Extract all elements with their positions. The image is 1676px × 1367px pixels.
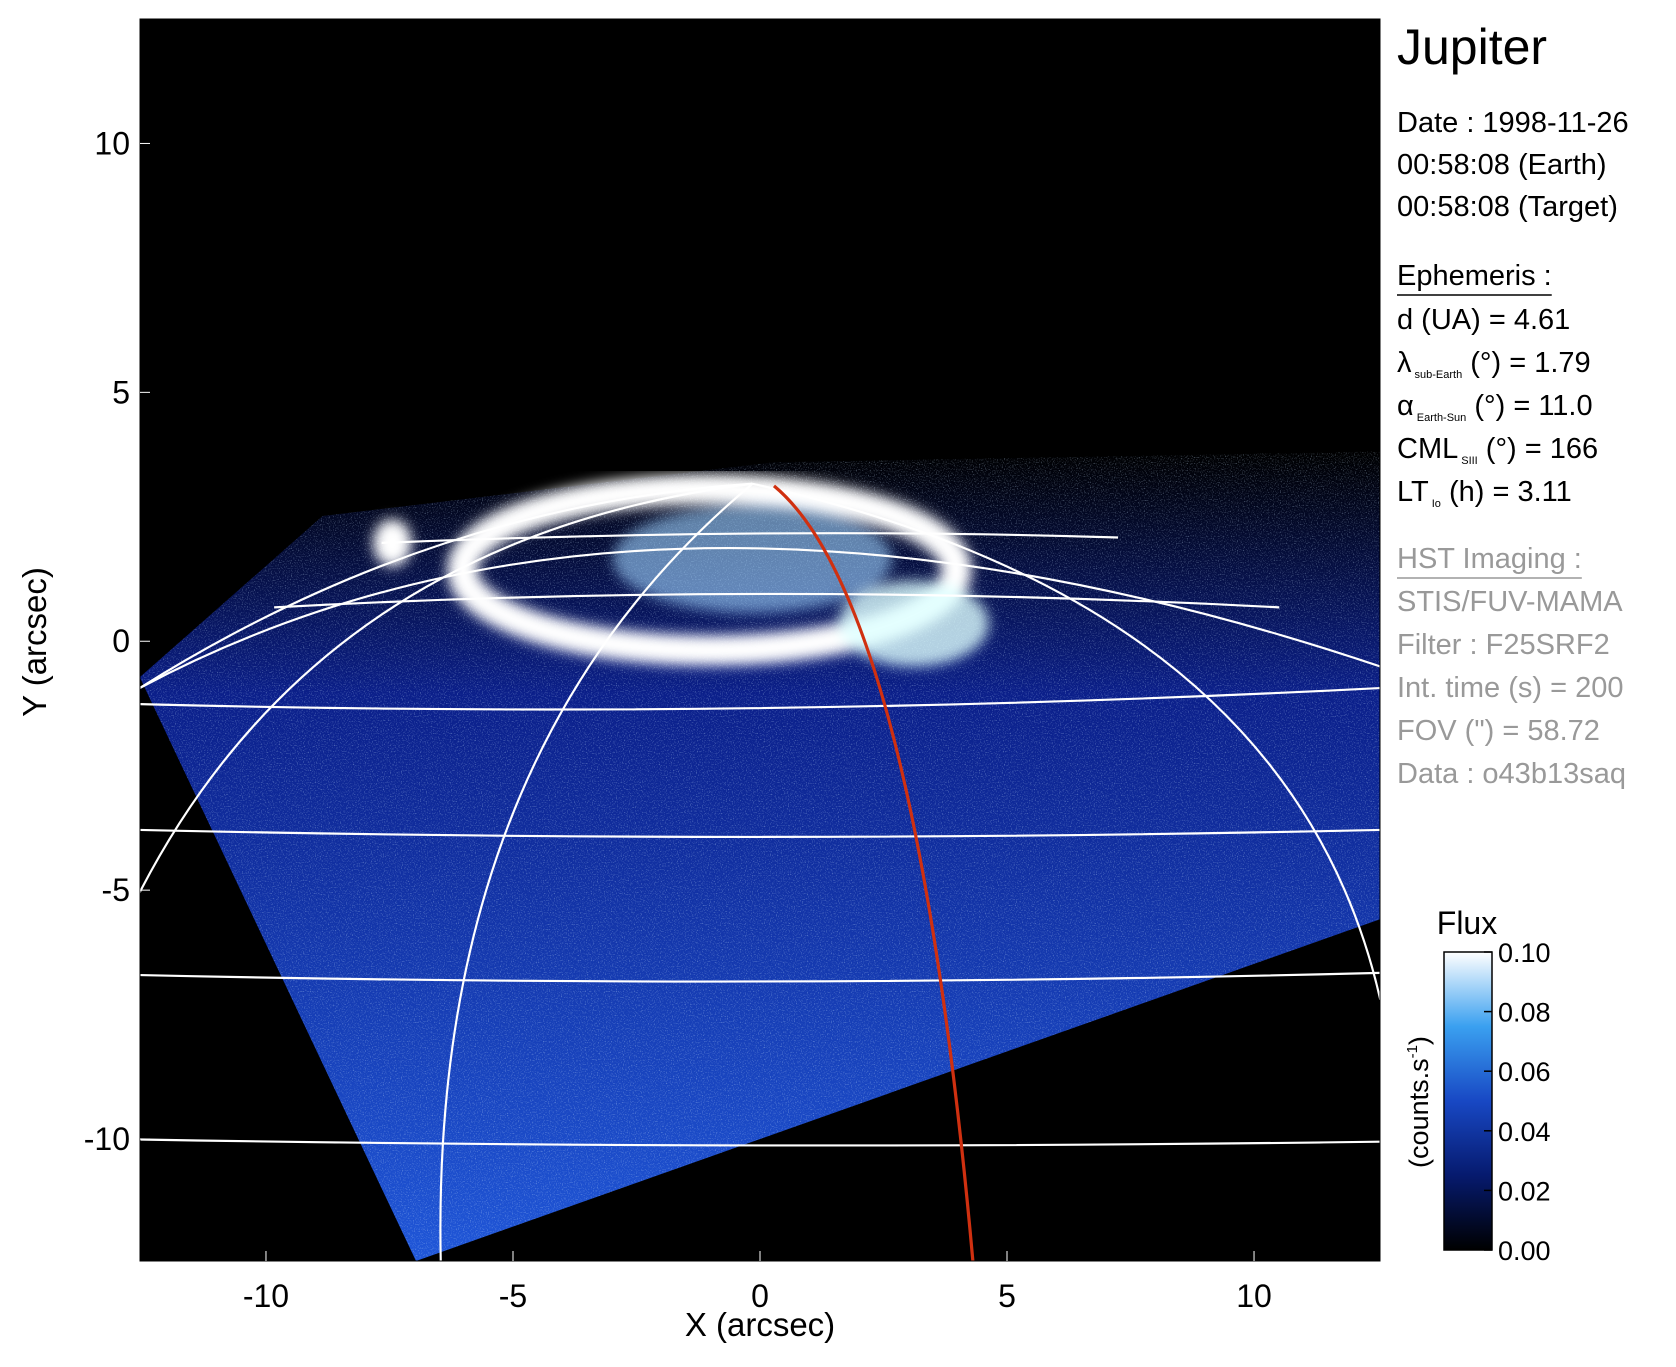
- ephemeris-sub: SIII: [1461, 455, 1478, 467]
- ephemeris-main: CML: [1397, 433, 1458, 465]
- ephemeris-heading: Ephemeris :: [1397, 260, 1552, 292]
- ephemeris-line: d (UA) = 4.61: [1397, 304, 1570, 336]
- ephemeris-rest: (°) = 11.0: [1466, 390, 1592, 422]
- y-tick-label: 5: [112, 374, 130, 410]
- colorbar-tick-label: 0.02: [1498, 1176, 1551, 1206]
- ephemeris-main: d (UA) = 4.61: [1397, 304, 1570, 336]
- imaging-line: STIS/FUV-MAMA: [1397, 586, 1623, 618]
- central-meridian: [772, 484, 975, 1261]
- colorbar-label-end: ): [1404, 1036, 1434, 1045]
- y-tick-label: -5: [102, 872, 130, 908]
- imaging-heading: HST Imaging :: [1397, 543, 1582, 575]
- colorbar-tick-label: 0.06: [1498, 1057, 1551, 1087]
- lat-lon-grid: [140, 482, 1380, 1261]
- date-line: 00:58:08 (Earth): [1397, 149, 1607, 181]
- ephemeris-sub: Earth-Sun: [1417, 412, 1467, 424]
- ephemeris-line: CML SIII (°) = 166: [1397, 433, 1598, 467]
- colorbar-title: Flux: [1437, 905, 1497, 941]
- info-title: Jupiter: [1397, 19, 1547, 75]
- ephemeris-line: λ sub-Earth (°) = 1.79: [1397, 347, 1591, 381]
- colorbar-tick-label: 0.08: [1498, 998, 1551, 1028]
- imaging-line: Data : o43b13saq: [1397, 758, 1626, 790]
- date-line: Date : 1998-11-26: [1397, 107, 1629, 139]
- colorbar: [1443, 951, 1493, 1251]
- ephemeris-line: LT Io (h) = 3.11: [1397, 476, 1572, 510]
- ephemeris-main: λ: [1397, 347, 1412, 379]
- x-tick-label: -10: [243, 1278, 289, 1314]
- colorbar-tick-label: 0.10: [1498, 938, 1551, 968]
- ephemeris-sub: sub-Earth: [1415, 369, 1463, 381]
- ephemeris-line: α Earth-Sun (°) = 11.0: [1397, 390, 1593, 424]
- colorbar-label: (counts.s-1): [1404, 1036, 1434, 1168]
- x-tick-label: 0: [751, 1278, 769, 1314]
- x-tick-label: 10: [1236, 1278, 1272, 1314]
- x-axis-label: X (arcsec): [685, 1306, 835, 1343]
- ephemeris-sub: Io: [1432, 498, 1441, 510]
- ephemeris-rest: (°) = 166: [1478, 433, 1598, 465]
- date-line: 00:58:08 (Target): [1397, 191, 1618, 223]
- imaging-line: FOV (") = 58.72: [1397, 715, 1600, 747]
- ephemeris-rest: (h) = 3.11: [1441, 476, 1572, 508]
- x-tick-label: -5: [499, 1278, 527, 1314]
- ephemeris-main: LT: [1397, 476, 1429, 508]
- y-tick-label: 0: [112, 623, 130, 659]
- imaging-line: Int. time (s) = 200: [1397, 672, 1623, 704]
- ephemeris-rest: (°) = 1.79: [1462, 347, 1590, 379]
- y-tick-label: 10: [94, 125, 130, 161]
- colorbar-label-text: (counts.s: [1404, 1058, 1434, 1168]
- colorbar-tick-label: 0.00: [1498, 1236, 1551, 1266]
- image: [140, 451, 1380, 1261]
- x-tick-label: 5: [998, 1278, 1016, 1314]
- colorbar-label-sup: -1: [1404, 1045, 1421, 1058]
- imaging-line: Filter : F25SRF2: [1397, 629, 1610, 661]
- ephemeris-main: α: [1397, 390, 1414, 422]
- y-tick-label: -10: [84, 1121, 130, 1157]
- y-axis-label: Y (arcsec): [16, 567, 53, 717]
- colorbar-tick-label: 0.04: [1498, 1117, 1551, 1147]
